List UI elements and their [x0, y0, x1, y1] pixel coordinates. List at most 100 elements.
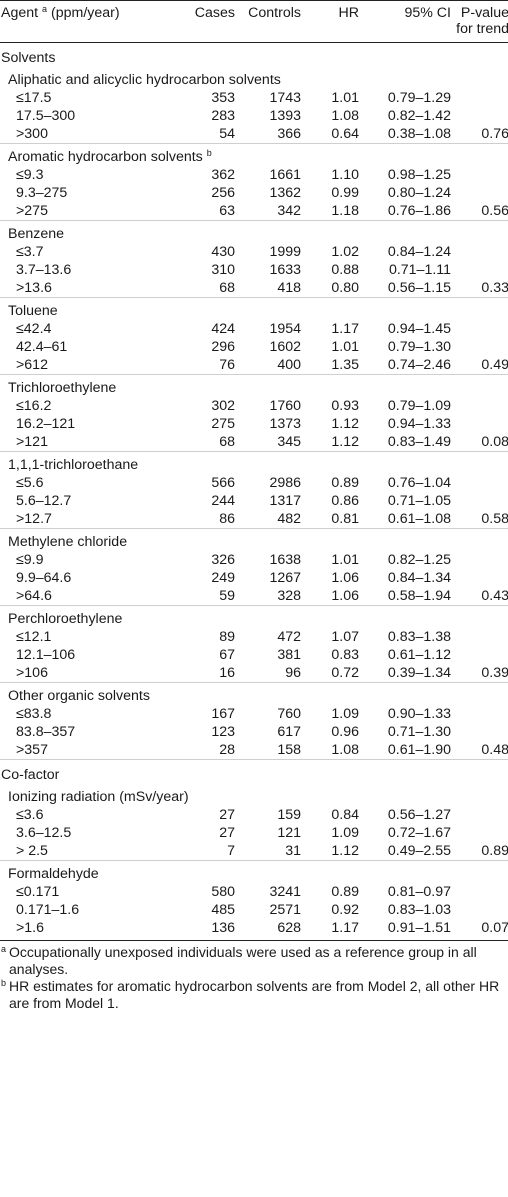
table-row: 5.6–12.7 244 1317 0.86 0.71–1.05 — [0, 492, 508, 510]
section-row: Co-factor — [0, 759, 508, 784]
footnotes: a Occupationally unexposed individuals we… — [0, 941, 508, 1012]
hr-value: 1.01 — [331, 552, 359, 568]
hr-value: 1.01 — [331, 90, 359, 106]
table-body: Solvents Aliphatic and alicyclic hydrocar… — [0, 43, 508, 941]
controls-value: 159 — [277, 807, 301, 823]
hr-value: 1.09 — [331, 825, 359, 841]
cases-value: 68 — [219, 280, 235, 296]
ci-value: 0.83–1.49 — [387, 434, 451, 450]
exposure-level: 5.6–12.7 — [16, 493, 72, 509]
controls-value: 617 — [277, 724, 301, 740]
hr-value: 1.07 — [331, 629, 359, 645]
ci-value: 0.82–1.42 — [387, 108, 451, 124]
hr-value: 0.89 — [331, 475, 359, 491]
hr-value: 1.09 — [331, 706, 359, 722]
agent-name: Aromatic hydrocarbon solvents b — [0, 143, 508, 166]
exposure-level: ≤42.4 — [16, 321, 52, 337]
ci-value: 0.80–1.24 — [387, 185, 451, 201]
pvalue-value — [451, 628, 508, 646]
hr-value: 0.81 — [331, 511, 359, 527]
agent-row: Toluene — [0, 297, 508, 320]
cases-value: 27 — [219, 825, 235, 841]
table-row: ≤0.171 580 3241 0.89 0.81–0.97 — [0, 883, 508, 901]
cases-value: 249 — [211, 570, 235, 586]
agent-name: Aliphatic and alicyclic hydrocarbon solv… — [0, 67, 508, 89]
exposure-level: ≤0.171 — [16, 884, 60, 900]
header-pvalue: P-value for trend — [451, 0, 508, 43]
exposure-level: ≤17.5 — [16, 90, 52, 106]
controls-value: 400 — [277, 357, 301, 373]
controls-value: 1393 — [269, 108, 301, 124]
exposure-level: >121 — [16, 434, 48, 450]
cases-value: 59 — [219, 588, 235, 604]
table-row: >12.7 86 482 0.81 0.61–1.08 0.58 — [0, 510, 508, 529]
controls-value: 760 — [277, 706, 301, 722]
cases-value: 424 — [211, 321, 235, 337]
controls-value: 158 — [277, 742, 301, 758]
hr-value: 1.17 — [331, 321, 359, 337]
table-row: >13.6 68 418 0.80 0.56–1.15 0.33 — [0, 279, 508, 298]
cases-value: 296 — [211, 339, 235, 355]
ci-value: 0.74–2.46 — [387, 357, 451, 373]
hr-value: 0.86 — [331, 493, 359, 509]
ci-value: 0.56–1.27 — [387, 807, 451, 823]
footnote-text: Occupationally unexposed individuals wer… — [9, 944, 477, 977]
ci-value: 0.81–0.97 — [387, 884, 451, 900]
cases-value: 28 — [219, 742, 235, 758]
header-controls: Controls — [235, 0, 301, 43]
table-row: >64.6 59 328 1.06 0.58–1.94 0.43 — [0, 587, 508, 606]
controls-value: 1373 — [269, 416, 301, 432]
pvalue-value — [451, 89, 508, 107]
ci-value: 0.82–1.25 — [387, 552, 451, 568]
pvalue-value — [451, 569, 508, 587]
table-row: 42.4–61 296 1602 1.01 0.79–1.30 — [0, 338, 508, 356]
exposure-level: ≤12.1 — [16, 629, 52, 645]
agent-row: 1,1,1-trichloroethane — [0, 451, 508, 474]
agent-label: Aromatic hydrocarbon solvents — [8, 149, 203, 165]
pvalue-value: 0.49 — [481, 357, 508, 373]
exposure-level: >357 — [16, 742, 48, 758]
exposure-level: 17.5–300 — [16, 108, 76, 124]
agent-label: Toluene — [8, 303, 58, 319]
agent-row: Formaldehyde — [0, 860, 508, 883]
pvalue-value: 0.43 — [481, 588, 508, 604]
exposure-level: 83.8–357 — [16, 724, 76, 740]
hr-value: 0.88 — [331, 262, 359, 278]
ci-value: 0.58–1.94 — [387, 588, 451, 604]
agent-name: Other organic solvents — [0, 682, 508, 705]
table-row: 3.6–12.5 27 121 1.09 0.72–1.67 — [0, 824, 508, 842]
table-row: 83.8–357 123 617 0.96 0.71–1.30 — [0, 723, 508, 741]
agent-row: Aromatic hydrocarbon solvents b — [0, 143, 508, 166]
pvalue-value: 0.89 — [481, 843, 508, 859]
exposure-level: >106 — [16, 665, 48, 681]
cases-value: 167 — [211, 706, 235, 722]
pvalue-value — [451, 705, 508, 723]
exposure-level: > 2.5 — [16, 843, 48, 859]
agent-label: Trichloroethylene — [8, 380, 117, 396]
exposure-level: 42.4–61 — [16, 339, 68, 355]
cases-value: 566 — [211, 475, 235, 491]
table-row: 16.2–121 275 1373 1.12 0.94–1.33 — [0, 415, 508, 433]
cases-value: 244 — [211, 493, 235, 509]
controls-value: 1954 — [269, 321, 301, 337]
ci-value: 0.83–1.38 — [387, 629, 451, 645]
hr-value: 1.10 — [331, 167, 359, 183]
hr-value: 1.06 — [331, 588, 359, 604]
cases-value: 67 — [219, 647, 235, 663]
agent-row: Benzene — [0, 220, 508, 243]
agent-label: Benzene — [8, 226, 65, 242]
controls-value: 3241 — [269, 884, 301, 900]
hr-value: 1.02 — [331, 244, 359, 260]
exposure-level: ≤3.7 — [16, 244, 44, 260]
footnote: a Occupationally unexposed individuals we… — [1, 944, 477, 977]
table-row: > 2.5 7 31 1.12 0.49–2.55 0.89 — [0, 842, 508, 861]
agent-name: Toluene — [0, 297, 508, 320]
table-row: ≤9.9 326 1638 1.01 0.82–1.25 — [0, 551, 508, 569]
controls-value: 345 — [277, 434, 301, 450]
ci-value: 0.61–1.12 — [387, 647, 451, 663]
hr-value: 0.99 — [331, 185, 359, 201]
pvalue-value — [451, 320, 508, 338]
controls-value: 1633 — [269, 262, 301, 278]
cases-value: 86 — [219, 511, 235, 527]
ci-value: 0.84–1.24 — [387, 244, 451, 260]
